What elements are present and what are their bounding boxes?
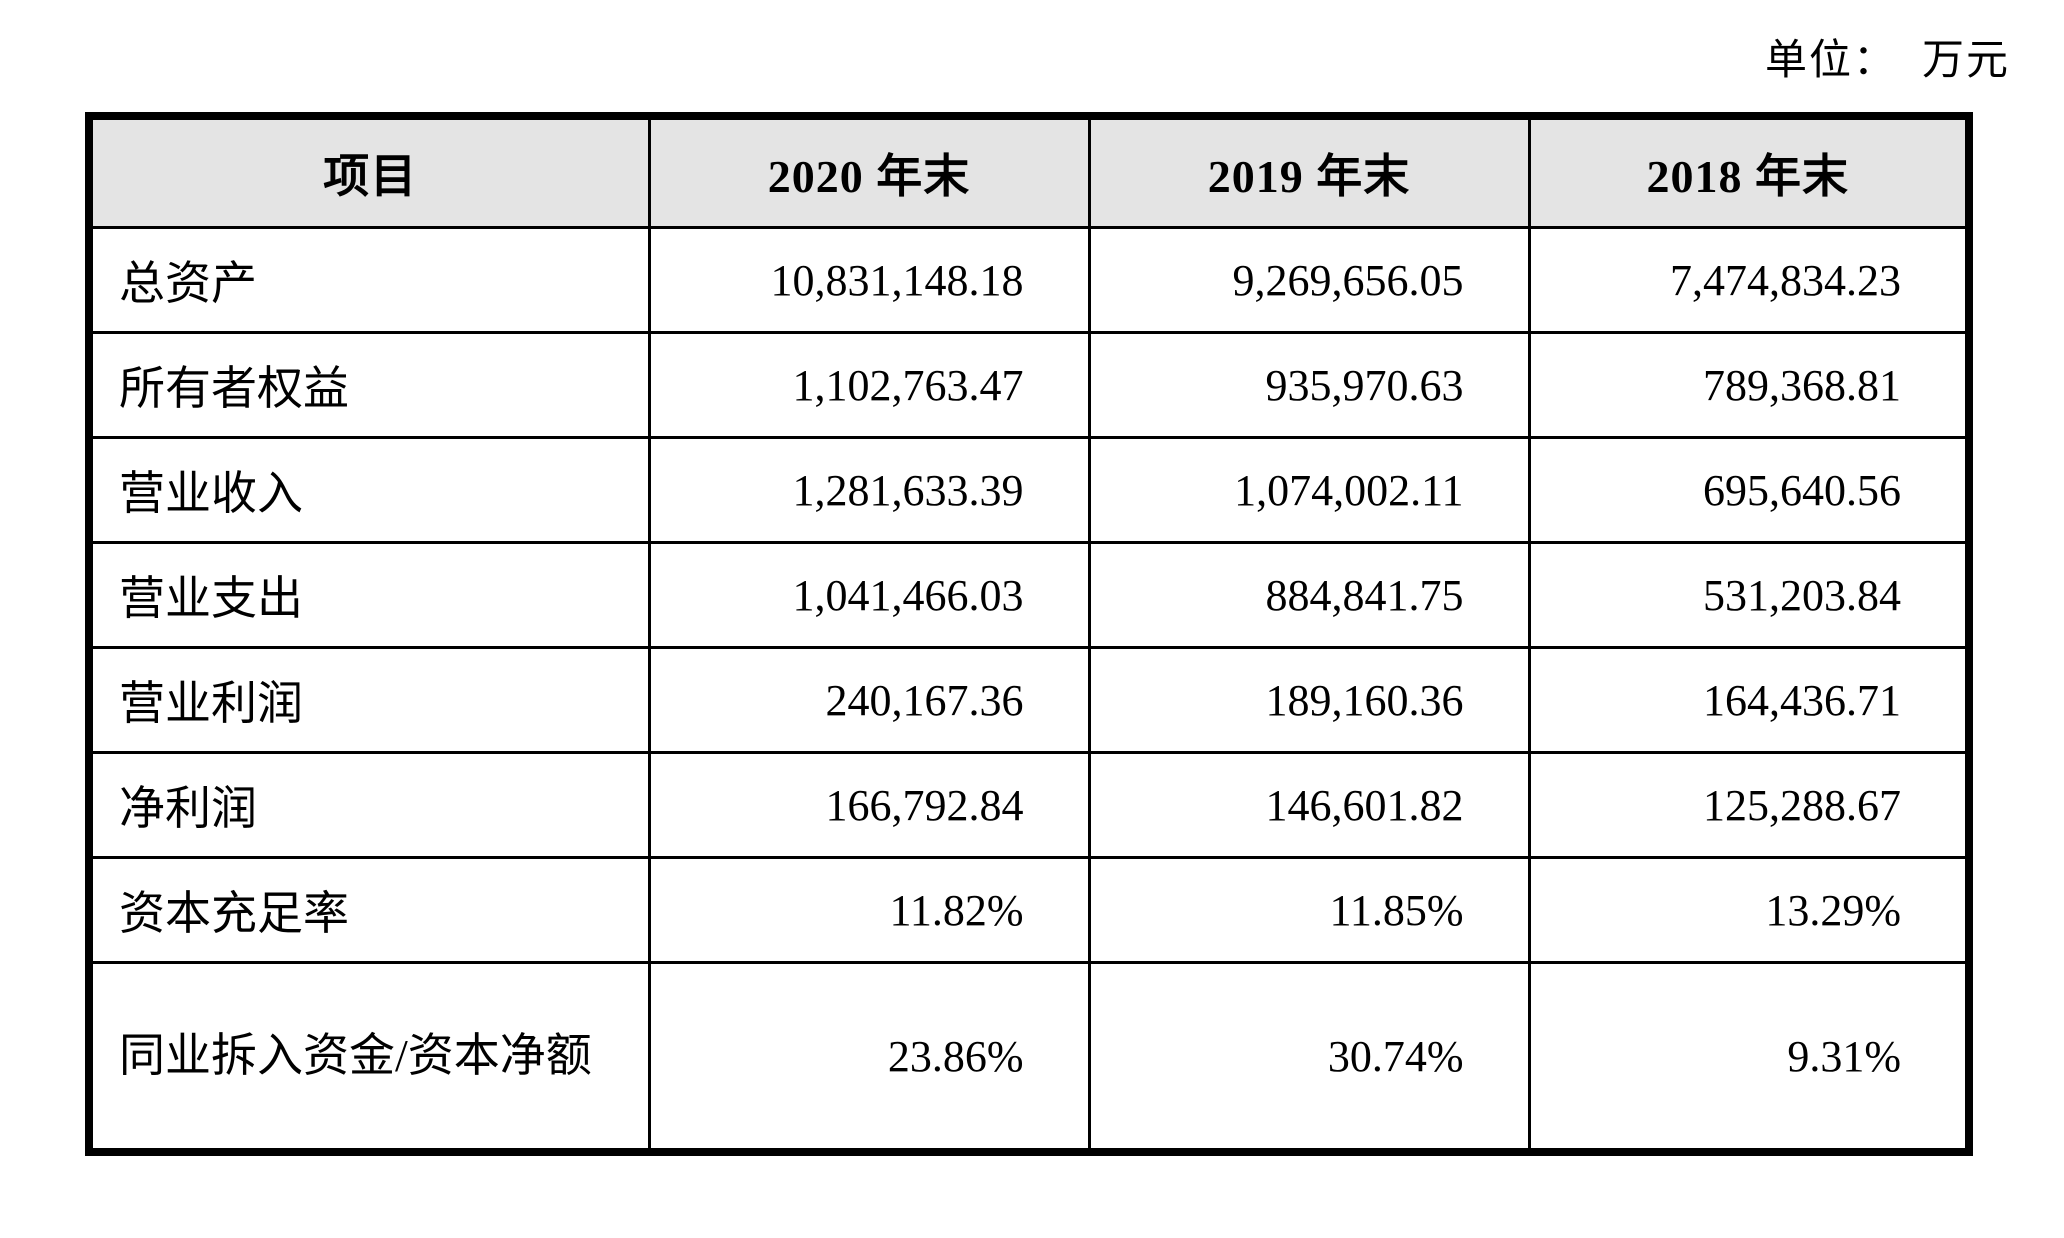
row-label: 净利润	[87, 751, 651, 859]
value-cell: 11.82%	[647, 856, 1091, 964]
value-cell: 1,041,466.03	[647, 541, 1091, 649]
table-row-total-assets: 总资产 10,831,148.18 9,269,656.05 7,474,834…	[87, 226, 1971, 334]
col-header-2018: 2018 年末	[1527, 114, 1971, 229]
value-cell: 7,474,834.23	[1527, 226, 1971, 334]
value-cell: 695,640.56	[1527, 436, 1971, 544]
value-cell: 146,601.82	[1087, 751, 1531, 859]
col-header-2019: 2019 年末	[1087, 114, 1531, 229]
row-label: 所有者权益	[87, 331, 651, 439]
row-label: 总资产	[87, 226, 651, 334]
row-label: 营业收入	[87, 436, 651, 544]
value-cell: 1,102,763.47	[647, 331, 1091, 439]
unit-label: 单位： 万元	[1764, 38, 2010, 84]
value-cell: 164,436.71	[1527, 646, 1971, 754]
value-cell: 9,269,656.05	[1087, 226, 1531, 334]
table-row-owners-equity: 所有者权益 1,102,763.47 935,970.63 789,368.81	[87, 331, 1971, 439]
value-cell: 166,792.84	[647, 751, 1091, 859]
table-row-operating-income: 营业收入 1,281,633.39 1,074,002.11 695,640.5…	[87, 436, 1971, 544]
value-cell: 10,831,148.18	[647, 226, 1091, 334]
value-cell: 935,970.63	[1087, 331, 1531, 439]
value-cell: 30.74%	[1087, 961, 1531, 1154]
table-row-net-profit: 净利润 166,792.84 146,601.82 125,288.67	[87, 751, 1971, 859]
value-cell: 11.85%	[1087, 856, 1531, 964]
value-cell: 240,167.36	[647, 646, 1091, 754]
value-cell: 884,841.75	[1087, 541, 1531, 649]
table-row-operating-profit: 营业利润 240,167.36 189,160.36 164,436.71	[87, 646, 1971, 754]
row-label: 营业利润	[87, 646, 651, 754]
row-label-text: 同业拆入资金/资本净额	[119, 1030, 592, 1082]
value-cell: 531,203.84	[1527, 541, 1971, 649]
col-header-item: 项目	[87, 114, 651, 229]
value-cell: 189,160.36	[1087, 646, 1531, 754]
row-label: 资本充足率	[87, 856, 651, 964]
table-row-operating-expense: 营业支出 1,041,466.03 884,841.75 531,203.84	[87, 541, 1971, 649]
value-cell: 1,074,002.11	[1087, 436, 1531, 544]
financial-summary-table: 项目 2020 年末 2019 年末 2018 年末 总资产 10,831,14…	[85, 112, 1973, 1156]
value-cell: 1,281,633.39	[647, 436, 1091, 544]
value-cell: 23.86%	[647, 961, 1091, 1154]
value-cell: 9.31%	[1527, 961, 1971, 1154]
header-row: 项目 2020 年末 2019 年末 2018 年末	[87, 114, 1971, 229]
table-row-capital-adequacy-ratio: 资本充足率 11.82% 11.85% 13.29%	[87, 856, 1971, 964]
row-label: 营业支出	[87, 541, 651, 649]
value-cell: 789,368.81	[1527, 331, 1971, 439]
row-label: 同业拆入资金/资本净额	[87, 961, 651, 1154]
table-row-interbank-borrowing-ratio: 同业拆入资金/资本净额 23.86% 30.74% 9.31%	[87, 961, 1971, 1154]
value-cell: 125,288.67	[1527, 751, 1971, 859]
col-header-2020: 2020 年末	[647, 114, 1091, 229]
value-cell: 13.29%	[1527, 856, 1971, 964]
